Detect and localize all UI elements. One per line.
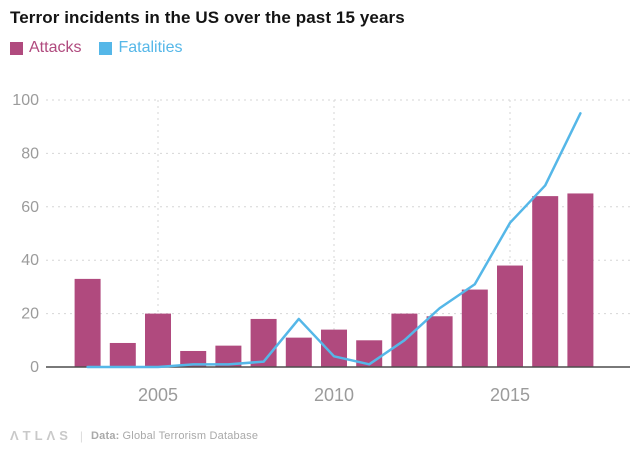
legend-item-attacks: Attacks [10, 39, 81, 57]
fatalities-swatch-icon [99, 41, 113, 55]
data-source: Data: Global Terrorism Database [91, 430, 258, 442]
bar-attacks [215, 345, 242, 367]
chart-footer: ΛTLΛS | Data: Global Terrorism Database [10, 428, 258, 443]
y-tick-label: 0 [30, 359, 39, 376]
data-source-label: Data: [91, 429, 120, 442]
fatalities-line [86, 112, 582, 369]
data-source-value: Global Terrorism Database [122, 429, 259, 442]
attacks-swatch-icon [10, 41, 23, 55]
x-tick-label: 2015 [490, 385, 530, 405]
legend-item-fatalities: Fatalities [99, 39, 183, 57]
atlas-logo: ΛTLΛS [10, 428, 72, 443]
y-tick-label: 40 [21, 252, 39, 269]
bar-attacks [497, 265, 523, 367]
bar-attacks [285, 337, 312, 367]
bar-attacks [180, 350, 207, 367]
bar-attacks [74, 278, 101, 367]
legend: Attacks Fatalities [10, 39, 183, 57]
x-tick-label: 2005 [138, 385, 178, 405]
x-tick-label: 2010 [314, 385, 354, 405]
bar-attacks [532, 196, 559, 367]
y-tick-label: 20 [21, 306, 39, 323]
fatalities-legend-label: Fatalities [118, 39, 183, 56]
chart-title: Terror incidents in the US over the past… [10, 8, 405, 27]
y-tick-label: 80 [21, 145, 39, 162]
y-tick-label: 60 [21, 199, 39, 216]
bar-attacks [145, 313, 171, 367]
bar-attacks [426, 316, 453, 367]
bar-attacks [109, 342, 136, 367]
bar-attacks [567, 193, 594, 367]
footer-divider-icon: | [79, 428, 84, 443]
attacks-legend-label: Attacks [29, 39, 82, 56]
bar-attacks [461, 289, 488, 367]
y-tick-label: 100 [12, 92, 39, 109]
chart-canvas: 0 20 40 60 80 100 2005 2010 2015 [12, 92, 630, 405]
bar-attacks [250, 318, 277, 367]
